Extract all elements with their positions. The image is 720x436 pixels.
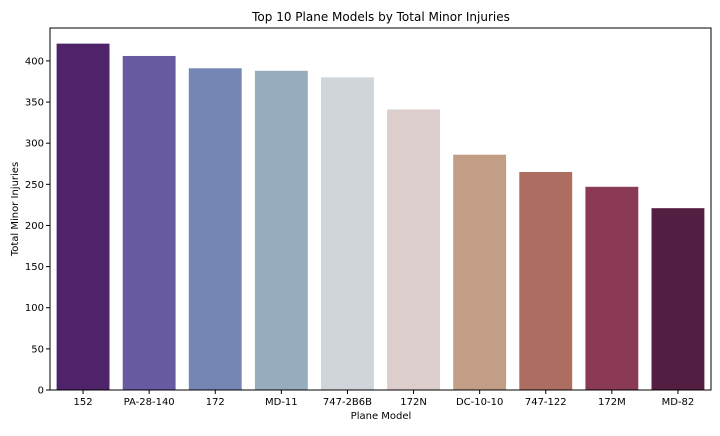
x-tick-label: 172 — [206, 397, 225, 408]
y-tick-label: 50 — [31, 344, 44, 355]
y-tick-label: 250 — [25, 180, 44, 191]
chart-title: Top 10 Plane Models by Total Minor Injur… — [251, 10, 510, 24]
y-tick-label: 300 — [25, 139, 44, 150]
x-tick-label: 172M — [598, 397, 626, 408]
bar-md-82 — [651, 208, 705, 390]
x-tick-label: 152 — [74, 397, 93, 408]
y-axis-ticks: 0 50 100 150 200 250 300 350 400 — [25, 56, 50, 397]
x-axis-label: Plane Model — [351, 411, 412, 422]
bar-747-122 — [519, 171, 573, 390]
x-tick-label: DC-10-10 — [456, 397, 503, 408]
bar-dc-10-10 — [453, 154, 507, 390]
x-tick-label: MD-82 — [662, 397, 695, 408]
bars-group — [56, 43, 705, 391]
bar-172m — [585, 186, 639, 390]
y-axis-label: Total Minor Injuries — [10, 162, 21, 257]
x-tick-label: 747-2B6B — [323, 397, 372, 408]
y-tick-label: 0 — [38, 386, 44, 397]
x-axis-ticks: 152 PA-28-140 172 MD-11 747-2B6B 172N DC-10-10… — [74, 390, 695, 408]
bar-pa-28-140 — [122, 55, 176, 390]
y-tick-label: 150 — [25, 262, 44, 273]
plot-frame — [49, 27, 712, 391]
bar-172n — [387, 109, 440, 390]
x-tick-label: PA-28-140 — [124, 397, 175, 408]
bar-md-11 — [254, 70, 308, 390]
x-tick-label: 747-122 — [525, 397, 567, 408]
y-tick-label: 100 — [25, 303, 44, 314]
x-tick-label: MD-11 — [265, 397, 298, 408]
y-tick-label: 400 — [25, 56, 44, 67]
bar-747-2b6b — [321, 77, 374, 391]
bar-172 — [188, 68, 242, 390]
x-tick-label: 172N — [400, 397, 427, 408]
bar-152 — [56, 43, 110, 390]
y-tick-label: 350 — [25, 98, 44, 109]
y-tick-label: 200 — [25, 221, 44, 232]
